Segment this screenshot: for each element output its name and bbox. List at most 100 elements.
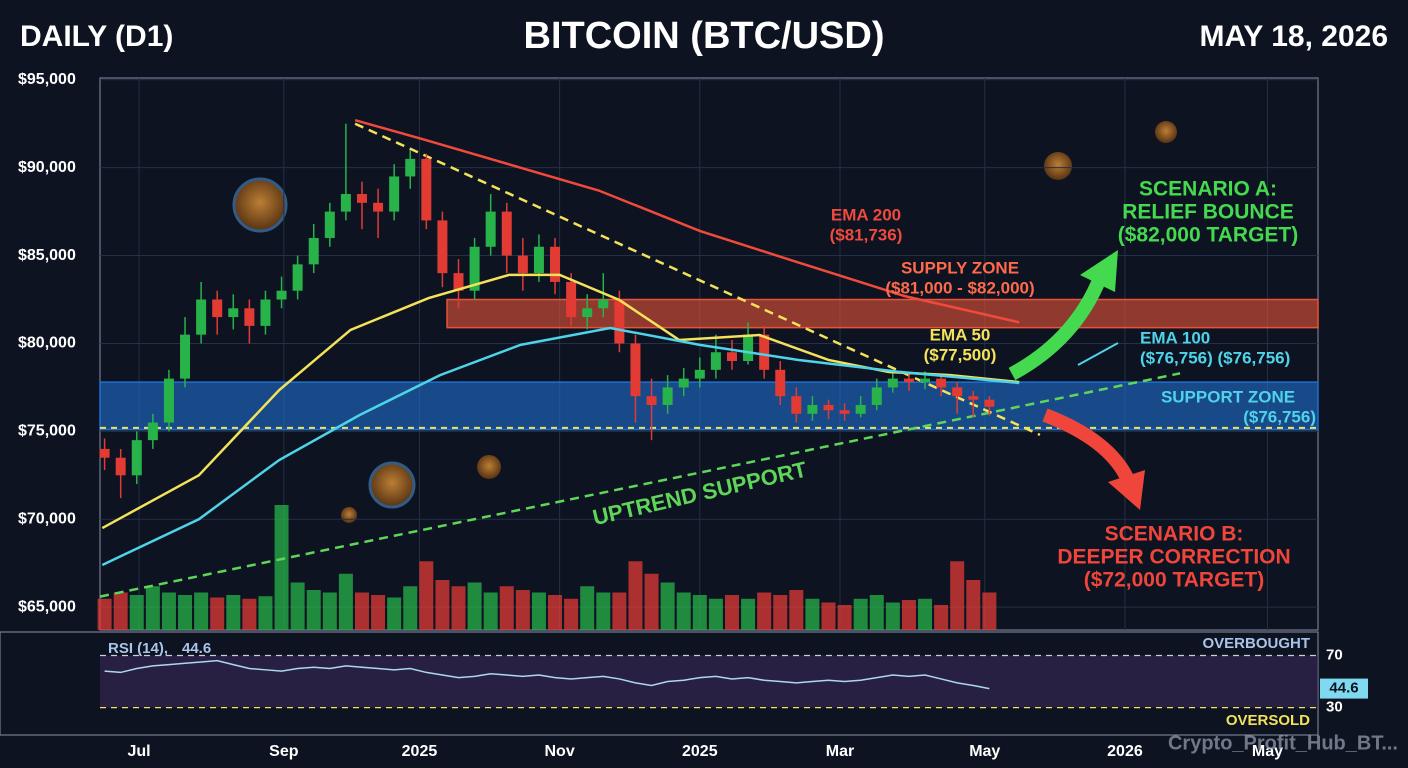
- volume-bar: [918, 598, 933, 630]
- chart-title: BITCOIN (BTC/USD): [524, 15, 885, 57]
- annotation: ($72,000 TARGET): [1084, 569, 1265, 592]
- volume-bar: [564, 598, 579, 630]
- annotation: SUPPLY ZONE: [901, 258, 1019, 277]
- candle-body: [743, 334, 754, 362]
- candle-body: [340, 194, 351, 212]
- timeframe: DAILY (D1): [20, 20, 173, 53]
- volume-bar: [596, 592, 611, 630]
- x-tick-label: 2025: [402, 743, 438, 760]
- annotation: SCENARIO B:: [1105, 523, 1244, 546]
- volume-bar: [805, 598, 820, 630]
- volume-bar: [322, 592, 337, 630]
- volume-bar: [451, 586, 466, 630]
- candle-body: [952, 387, 963, 397]
- x-tick-label: Sep: [269, 743, 299, 760]
- ema-line: [354, 118, 1020, 324]
- annotation: ($81,736): [830, 225, 903, 244]
- annotation: SUPPORT ZONE: [1161, 387, 1295, 406]
- coin-icon: [477, 455, 501, 479]
- plot-layer: $65,000 $70,000 $75,000 $80,000 $85,000 $90,0…: [18, 71, 1368, 760]
- candle-body: [614, 299, 625, 344]
- rsi-current-box: [1320, 678, 1368, 699]
- volume-bar: [966, 580, 981, 630]
- x-tick-label: 2025: [682, 743, 718, 760]
- candle-body: [710, 352, 721, 370]
- date: MAY 18, 2026: [1200, 20, 1388, 53]
- candle-body: [759, 334, 770, 370]
- candle-body: [99, 448, 110, 458]
- candle-body: [936, 378, 947, 388]
- volume-bar: [628, 561, 643, 630]
- x-tick-label: Mar: [826, 743, 854, 760]
- y-tick-label: $75,000: [18, 423, 76, 440]
- annotation: RELIEF BOUNCE: [1122, 201, 1294, 224]
- candle-body: [630, 343, 641, 397]
- coin-icon: [341, 507, 357, 523]
- candle-body: [662, 387, 673, 405]
- y-tick-label: $80,000: [18, 335, 76, 352]
- volume-bar: [129, 595, 144, 630]
- candle-body: [244, 308, 255, 326]
- candle-body: [131, 440, 142, 476]
- volume-bar: [741, 598, 756, 630]
- candle-body: [469, 246, 480, 291]
- annotation: EMA 100: [1140, 328, 1210, 347]
- rsi-current-label: 44.6: [182, 640, 211, 657]
- rsi-oversold: OVERSOLD: [1226, 712, 1310, 729]
- candle-body: [903, 378, 914, 383]
- volume-bar: [194, 592, 209, 630]
- candle-body: [485, 211, 496, 247]
- volume-bar: [837, 605, 852, 630]
- annotation: SCENARIO A:: [1139, 178, 1277, 201]
- volume-bar: [178, 595, 193, 630]
- candle-body: [324, 211, 335, 238]
- rsi-overbought: OVERBOUGHT: [1202, 635, 1310, 652]
- candle-body: [405, 158, 416, 177]
- volume-bar: [580, 586, 595, 630]
- candle-body: [920, 378, 931, 383]
- candle-body: [437, 220, 448, 274]
- candle-body: [775, 369, 786, 397]
- annotation: ($82,000 TARGET): [1118, 224, 1299, 247]
- volume-bar: [692, 595, 707, 630]
- volume-bar: [226, 595, 241, 630]
- volume-bar: [338, 573, 353, 630]
- candle-body: [147, 422, 158, 441]
- candle-body: [517, 255, 528, 274]
- candle-body: [984, 399, 995, 407]
- scenario-b-arrow: [1042, 408, 1135, 484]
- volume-bar: [515, 590, 530, 630]
- rsi-label: RSI (14),: [108, 640, 168, 657]
- annotation: EMA 200: [831, 205, 901, 224]
- annotation: ($77,500): [924, 345, 997, 364]
- y-tick-label: $70,000: [18, 510, 76, 527]
- x-tick-label: Jul: [128, 743, 151, 760]
- volume-bar: [548, 595, 563, 630]
- volume-bar: [789, 590, 804, 630]
- volume-bar: [612, 592, 627, 630]
- volume-bar: [901, 600, 916, 630]
- rsi-line: [104, 659, 990, 690]
- candle-body: [566, 281, 577, 318]
- annotation: ($76,756) ($76,756): [1140, 348, 1290, 367]
- volume-bar: [708, 598, 723, 630]
- watermark: Crypto_Profit_Hub_BT...: [1168, 732, 1398, 754]
- volume-bar: [982, 592, 997, 630]
- volume-bar: [773, 595, 788, 630]
- annotation: DEEPER CORRECTION: [1057, 546, 1290, 569]
- y-tick-label: $65,000: [18, 598, 76, 615]
- volume-bar: [853, 598, 868, 630]
- volume-bar: [145, 586, 160, 630]
- candle-body: [292, 264, 303, 291]
- volume-bar: [724, 595, 739, 630]
- candle-body: [694, 369, 705, 379]
- candle-body: [212, 299, 223, 318]
- volume-bar: [660, 582, 675, 630]
- candle-body: [791, 396, 802, 414]
- candle-body: [163, 378, 174, 423]
- volume-bar: [419, 561, 434, 630]
- volume-bar: [676, 592, 691, 630]
- candle-body: [180, 334, 191, 379]
